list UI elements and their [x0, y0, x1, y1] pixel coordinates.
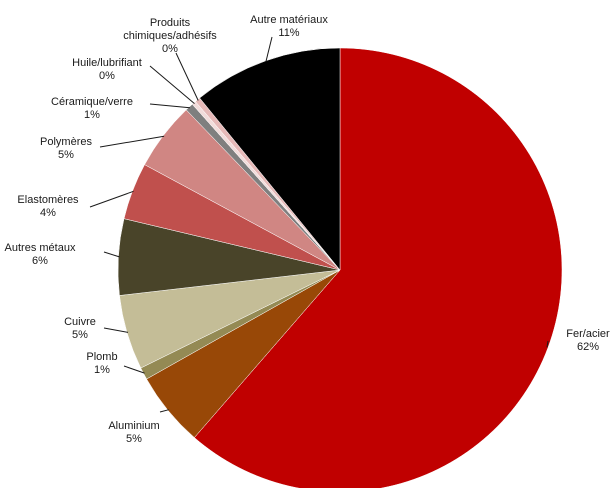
label-autre-materiaux: Autre matériaux 11%	[250, 14, 328, 39]
label-huile-lubrifiant: Huile/lubrifiant 0%	[72, 57, 142, 82]
leader-autres-metaux	[103, 251, 120, 258]
leader-elastomeres	[89, 190, 134, 208]
leader-huile-lubrifiant	[149, 65, 195, 104]
label-aluminium: Aluminium 5%	[108, 420, 159, 445]
label-elastomeres: Elastomères 4%	[17, 194, 79, 219]
leader-lines	[89, 36, 549, 413]
leader-autre-materiaux	[265, 36, 273, 62]
pie-slices	[117, 47, 563, 488]
slice-autre-materiaux	[199, 47, 341, 271]
label-cuivre: Cuivre 5%	[64, 316, 96, 341]
label-produits-chimiques-adhesifs: Produits chimiques/adhésifs 0%	[123, 17, 217, 55]
leader-polymeres	[99, 135, 165, 148]
leader-fer-acier	[546, 340, 549, 348]
label-ceramique-verre: Céramique/verre 1%	[51, 96, 133, 121]
leader-cuivre	[103, 327, 129, 333]
slice-labels: Fer/acier 62% Aluminium 5% Plomb 1% Cuivre 5% Au…	[5, 14, 610, 445]
leader-aluminium	[159, 409, 169, 413]
label-autres-metaux: Autres métaux 6%	[5, 242, 76, 267]
leader-plomb	[123, 365, 145, 374]
label-fer-acier: Fer/acier 62%	[566, 328, 610, 353]
label-plomb: Plomb 1%	[86, 351, 117, 376]
leader-ceramique-verre	[149, 103, 190, 109]
slice-fer-acier	[194, 47, 563, 488]
leader-produits-chimiques-adhesifs	[175, 52, 199, 101]
label-polymeres: Polymères 5%	[40, 136, 92, 161]
